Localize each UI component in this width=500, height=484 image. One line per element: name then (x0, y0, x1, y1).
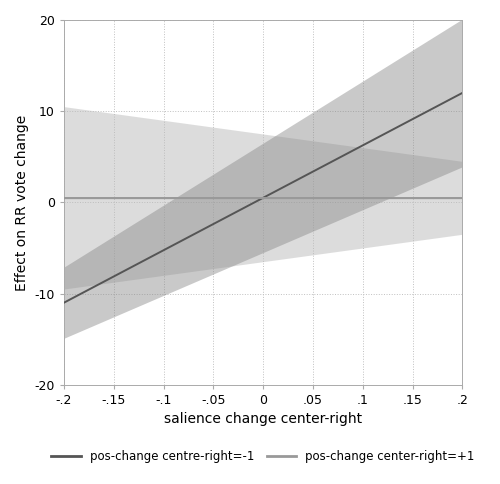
Legend: pos-change centre-right=-1, pos-change center-right=+1: pos-change centre-right=-1, pos-change c… (46, 445, 480, 468)
Y-axis label: Effect on RR vote change: Effect on RR vote change (15, 114, 29, 290)
X-axis label: salience change center-right: salience change center-right (164, 412, 362, 426)
